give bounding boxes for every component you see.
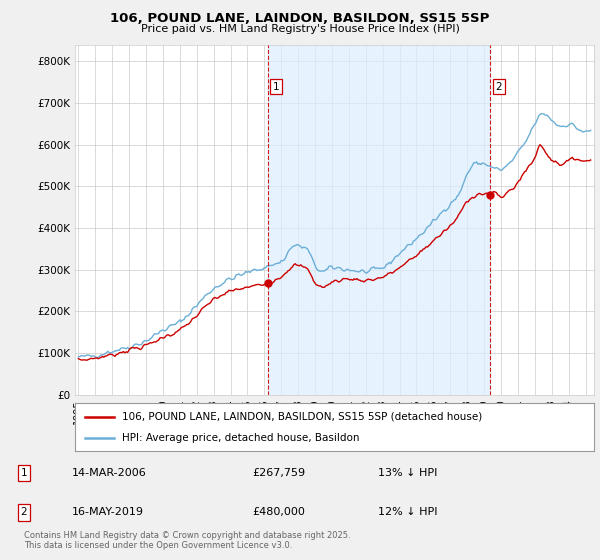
Text: 106, POUND LANE, LAINDON, BASILDON, SS15 5SP (detached house): 106, POUND LANE, LAINDON, BASILDON, SS15… xyxy=(122,412,482,422)
Text: 2: 2 xyxy=(20,507,28,517)
Text: 106, POUND LANE, LAINDON, BASILDON, SS15 5SP: 106, POUND LANE, LAINDON, BASILDON, SS15… xyxy=(110,12,490,25)
Text: HPI: Average price, detached house, Basildon: HPI: Average price, detached house, Basi… xyxy=(122,433,359,444)
Text: 2: 2 xyxy=(496,82,502,92)
Text: 14-MAR-2006: 14-MAR-2006 xyxy=(72,468,147,478)
Bar xyxy=(268,45,490,395)
Text: 13% ↓ HPI: 13% ↓ HPI xyxy=(378,468,437,478)
Text: £480,000: £480,000 xyxy=(252,507,305,517)
Text: £267,759: £267,759 xyxy=(252,468,305,478)
Text: 12% ↓ HPI: 12% ↓ HPI xyxy=(378,507,437,517)
Text: 1: 1 xyxy=(273,82,280,92)
Text: Contains HM Land Registry data © Crown copyright and database right 2025.
This d: Contains HM Land Registry data © Crown c… xyxy=(24,530,350,550)
Text: Price paid vs. HM Land Registry's House Price Index (HPI): Price paid vs. HM Land Registry's House … xyxy=(140,24,460,34)
Text: 1: 1 xyxy=(20,468,28,478)
Text: 16-MAY-2019: 16-MAY-2019 xyxy=(72,507,144,517)
